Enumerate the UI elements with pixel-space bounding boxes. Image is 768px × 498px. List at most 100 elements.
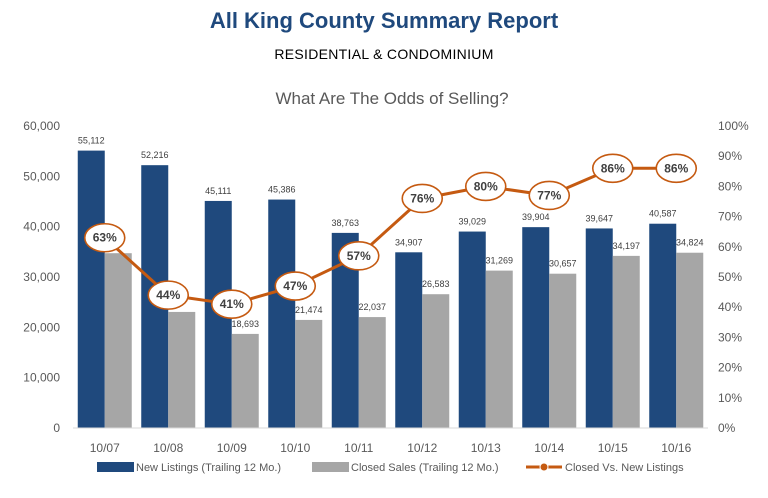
closed-sales-bars: 18,693 21,474 22,037 26,583 31,269 30,657 34,1… bbox=[104, 238, 704, 428]
right-axis-tick-label: 100% bbox=[718, 119, 749, 133]
report-subtitle: RESIDENTIAL & CONDOMINIUM bbox=[274, 46, 494, 62]
ratio-point-marker bbox=[655, 153, 698, 184]
new-listings-bar bbox=[649, 223, 677, 428]
closed-sales-bar bbox=[549, 273, 577, 428]
closed-sales-bar bbox=[104, 253, 132, 428]
x-axis-tick-label: 10/16 bbox=[661, 441, 691, 455]
closed-sales-data-label: 30,657 bbox=[549, 259, 577, 269]
ratio-data-label: 86% bbox=[601, 161, 625, 175]
new-listings-data-label: 34,907 bbox=[395, 237, 423, 247]
x-axis-tick-label: 10/08 bbox=[153, 441, 183, 455]
right-axis-tick-label: 90% bbox=[718, 149, 742, 163]
right-axis-tick-label: 40% bbox=[718, 300, 742, 314]
left-axis-tick-label: 10,000 bbox=[23, 371, 60, 385]
ratio-data-label: 44% bbox=[156, 288, 180, 302]
left-axis-tick-label: 30,000 bbox=[23, 270, 60, 284]
right-axis: 0% 10% 20% 30% 40% 50% 60% 70% 80% 90% 100% bbox=[718, 119, 749, 435]
ratio-data-label: 86% bbox=[664, 161, 688, 175]
x-axis-tick-label: 10/11 bbox=[344, 441, 373, 455]
x-axis-tick-label: 10/14 bbox=[534, 441, 564, 455]
legend-label-closed-sales: Closed Sales (Trailing 12 Mo.) bbox=[351, 462, 499, 474]
new-listings-data-label: 45,386 bbox=[268, 185, 296, 195]
closed-sales-bar bbox=[295, 319, 323, 428]
new-listings-data-label: 40,587 bbox=[649, 209, 677, 219]
legend: New Listings (Trailing 12 Mo.) Closed Sa… bbox=[97, 462, 684, 474]
new-listings-data-label: 39,904 bbox=[522, 212, 550, 222]
x-axis-tick-label: 10/15 bbox=[598, 441, 628, 455]
ratio-point-marker bbox=[528, 180, 571, 211]
ratio-point-marker bbox=[147, 280, 190, 310]
closed-sales-data-label: 31,269 bbox=[485, 256, 513, 266]
x-axis-tick-label: 10/12 bbox=[407, 441, 437, 455]
ratio-data-label: 80% bbox=[474, 179, 498, 193]
ratio-series-line bbox=[103, 166, 677, 306]
report-title: All King County Summary Report bbox=[209, 8, 559, 33]
new-listings-bar bbox=[77, 150, 105, 428]
chart-title: What Are The Odds of Selling? bbox=[275, 89, 508, 108]
closed-sales-data-label: 22,037 bbox=[358, 302, 386, 312]
closed-sales-bar bbox=[612, 255, 640, 428]
closed-sales-bar bbox=[422, 294, 450, 428]
right-axis-tick-label: 10% bbox=[718, 391, 742, 405]
legend-swatch-closed-sales bbox=[312, 462, 349, 472]
closed-sales-bar bbox=[358, 317, 386, 428]
new-listings-data-label: 52,216 bbox=[141, 150, 169, 160]
ratio-data-label: 63% bbox=[93, 231, 117, 245]
left-axis: 0 10,000 20,000 30,000 40,000 50,000 60,000 bbox=[23, 119, 60, 435]
x-axis-tick-label: 10/09 bbox=[217, 441, 247, 455]
new-listings-data-label: 38,763 bbox=[331, 218, 359, 228]
right-axis-tick-label: 70% bbox=[718, 210, 742, 224]
right-axis-tick-label: 20% bbox=[718, 361, 742, 375]
ratio-data-label: 77% bbox=[537, 188, 561, 202]
new-listings-data-label: 39,029 bbox=[458, 217, 486, 227]
ratio-data-label: 47% bbox=[283, 279, 307, 293]
new-listings-bar bbox=[522, 227, 550, 428]
right-axis-tick-label: 60% bbox=[718, 240, 742, 254]
ratio-data-label: 57% bbox=[347, 249, 371, 263]
ratio-data-label: 41% bbox=[220, 297, 244, 311]
closed-sales-bar bbox=[231, 333, 259, 428]
new-listings-data-label: 45,111 bbox=[205, 186, 231, 196]
closed-sales-bar bbox=[676, 252, 704, 428]
right-axis-tick-label: 50% bbox=[718, 270, 742, 284]
closed-sales-bar bbox=[168, 311, 196, 428]
new-listings-bar bbox=[458, 231, 486, 428]
left-axis-tick-label: 60,000 bbox=[23, 119, 60, 133]
left-axis-tick-label: 0 bbox=[53, 421, 60, 435]
ratio-point-marker bbox=[274, 271, 317, 301]
closed-sales-data-label: 26,583 bbox=[422, 279, 450, 289]
left-axis-tick-label: 20,000 bbox=[23, 320, 60, 334]
x-axis-tick-label: 10/10 bbox=[280, 441, 310, 455]
legend-swatch-new-listings bbox=[97, 462, 134, 472]
closed-sales-bar bbox=[485, 270, 513, 428]
closed-sales-data-label: 34,824 bbox=[676, 238, 704, 248]
ratio-point-marker bbox=[83, 222, 126, 253]
closed-sales-data-label: 18,693 bbox=[231, 319, 259, 329]
ratio-point-marker bbox=[210, 289, 253, 319]
legend-label-ratio: Closed Vs. New Listings bbox=[565, 462, 684, 474]
closed-sales-data-label: 34,197 bbox=[612, 241, 640, 251]
left-axis-tick-label: 50,000 bbox=[23, 169, 60, 183]
ratio-data-label: 76% bbox=[410, 191, 434, 205]
ratio-point-marker bbox=[591, 153, 634, 184]
closed-sales-data-label: 21,474 bbox=[295, 305, 323, 315]
legend-label-new-listings: New Listings (Trailing 12 Mo.) bbox=[136, 462, 281, 474]
right-axis-tick-label: 30% bbox=[718, 330, 742, 344]
x-axis-tick-label: 10/07 bbox=[90, 441, 120, 455]
right-axis-tick-label: 80% bbox=[718, 179, 742, 193]
ratio-point-marker bbox=[337, 241, 380, 271]
legend-swatch-ratio-marker bbox=[539, 462, 549, 472]
closed-vs-new-line: 63% 44% 41% 47% 57% 76% 80% 77% 86% 86% bbox=[83, 153, 698, 319]
x-axis-labels: 10/07 10/08 10/09 10/10 10/11 10/12 10/13 10/14… bbox=[90, 441, 692, 455]
x-axis-tick-label: 10/13 bbox=[471, 441, 501, 455]
new-listings-bar bbox=[395, 252, 423, 428]
new-listings-bar bbox=[585, 228, 613, 428]
ratio-point-marker bbox=[464, 171, 507, 202]
new-listings-bar bbox=[268, 199, 296, 428]
ratio-point-marker bbox=[401, 183, 444, 214]
new-listings-data-label: 55,112 bbox=[78, 136, 105, 146]
left-axis-tick-label: 40,000 bbox=[23, 220, 60, 234]
right-axis-tick-label: 0% bbox=[718, 421, 736, 435]
new-listings-data-label: 39,647 bbox=[585, 213, 613, 223]
